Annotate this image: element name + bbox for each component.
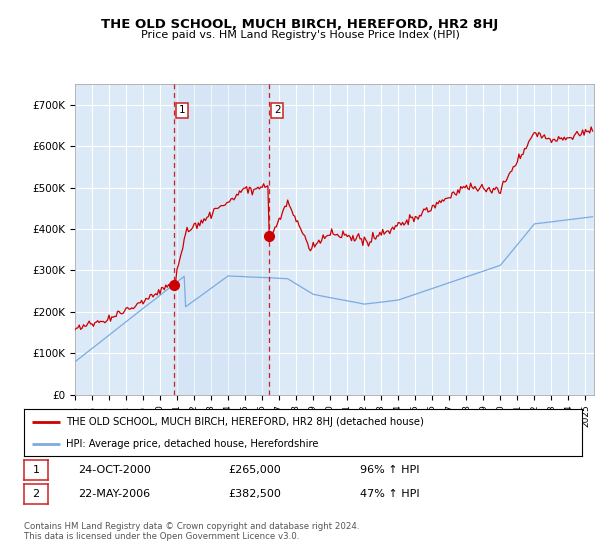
Text: £382,500: £382,500 [228, 489, 281, 499]
Text: THE OLD SCHOOL, MUCH BIRCH, HEREFORD, HR2 8HJ: THE OLD SCHOOL, MUCH BIRCH, HEREFORD, HR… [101, 18, 499, 31]
Text: 1: 1 [179, 105, 185, 115]
Bar [173, 84, 269, 395]
Text: THE OLD SCHOOL, MUCH BIRCH, HEREFORD, HR2 8HJ (detached house): THE OLD SCHOOL, MUCH BIRCH, HEREFORD, HR… [66, 417, 424, 427]
Text: 2: 2 [32, 489, 40, 499]
Text: Price paid vs. HM Land Registry's House Price Index (HPI): Price paid vs. HM Land Registry's House … [140, 30, 460, 40]
Text: 24-OCT-2000: 24-OCT-2000 [78, 465, 151, 475]
Text: 96% ↑ HPI: 96% ↑ HPI [360, 465, 419, 475]
Text: 1: 1 [32, 465, 40, 475]
Text: 47% ↑ HPI: 47% ↑ HPI [360, 489, 419, 499]
Text: HPI: Average price, detached house, Herefordshire: HPI: Average price, detached house, Here… [66, 438, 319, 449]
Text: 2: 2 [274, 105, 280, 115]
Text: £265,000: £265,000 [228, 465, 281, 475]
Text: Contains HM Land Registry data © Crown copyright and database right 2024.
This d: Contains HM Land Registry data © Crown c… [24, 522, 359, 542]
Text: 22-MAY-2006: 22-MAY-2006 [78, 489, 150, 499]
